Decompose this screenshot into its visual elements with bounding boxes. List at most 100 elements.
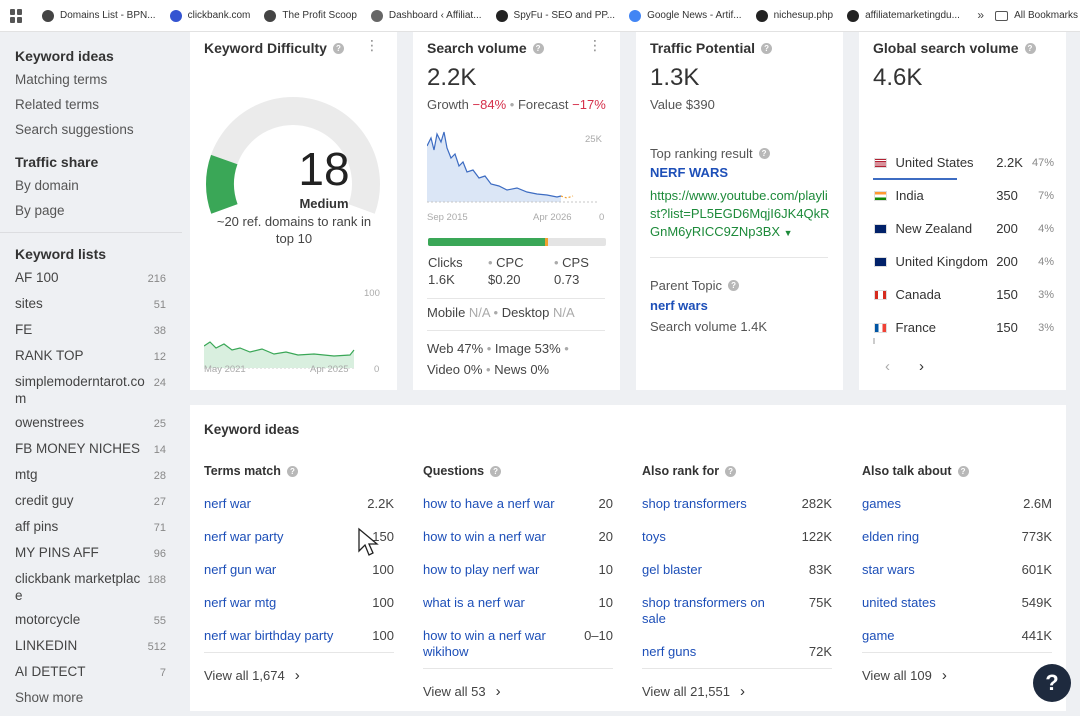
info-icon[interactable]: ? bbox=[332, 42, 344, 54]
keyword-link[interactable]: what is a nerf war bbox=[423, 595, 525, 610]
country-row[interactable]: United Kingdom 200 4% bbox=[874, 254, 1054, 269]
all-bookmarks-button[interactable]: All Bookmarks bbox=[995, 10, 1078, 21]
keyword-list-item[interactable]: sites 51 bbox=[15, 295, 182, 314]
keyword-list-name: simplemoderntarot.com bbox=[15, 374, 145, 406]
keyword-link[interactable]: shop transformers on sale bbox=[642, 595, 765, 626]
bookmark-item[interactable]: Dashboard ‹ Affiliat... bbox=[370, 9, 482, 22]
keyword-list-count: 7 bbox=[159, 667, 166, 679]
bookmark-favicon-icon bbox=[264, 9, 277, 22]
info-icon[interactable]: ? bbox=[286, 465, 298, 477]
more-options-icon[interactable]: ⋮ bbox=[588, 37, 602, 53]
sidebar-link-related-terms[interactable]: Related terms bbox=[15, 97, 100, 112]
country-volume: 150 bbox=[996, 287, 1018, 302]
country-row[interactable]: Canada 150 3% bbox=[874, 287, 1054, 302]
keyword-list-item[interactable]: mtg 28 bbox=[15, 466, 182, 485]
bookmark-item[interactable]: Google News - Artif... bbox=[629, 9, 742, 22]
keyword-list-item[interactable]: motorcycle 55 bbox=[15, 611, 182, 630]
keyword-link[interactable]: games bbox=[862, 496, 902, 511]
keyword-volume: 10 bbox=[598, 595, 613, 610]
info-icon[interactable]: ? bbox=[1024, 42, 1036, 54]
country-percent: 4% bbox=[1038, 222, 1054, 235]
apps-grid-icon[interactable] bbox=[10, 8, 24, 23]
info-icon[interactable]: ? bbox=[957, 465, 969, 477]
country-percent: 4% bbox=[1038, 255, 1054, 268]
next-arrow-icon[interactable]: › bbox=[919, 358, 924, 375]
keyword-link[interactable]: game bbox=[862, 628, 895, 643]
more-bookmarks-button[interactable]: » bbox=[977, 8, 984, 22]
keyword-row: game 441K bbox=[862, 628, 1052, 644]
keyword-link[interactable]: nerf war mtg bbox=[204, 595, 277, 610]
mouse-cursor-icon bbox=[357, 527, 379, 562]
keyword-list-item[interactable]: MY PINS AFF 96 bbox=[15, 544, 182, 563]
divider bbox=[642, 668, 832, 669]
bookmark-item[interactable]: affiliatemarketingdu... bbox=[847, 9, 960, 22]
info-icon[interactable]: ? bbox=[728, 280, 740, 291]
sidebar-link-matching-terms[interactable]: Matching terms bbox=[15, 72, 108, 87]
keyword-list-item[interactable]: clickbank marketplace 188 bbox=[15, 570, 182, 604]
view-all-link[interactable]: View all 1,674 › bbox=[204, 667, 300, 684]
keyword-link[interactable]: gel blaster bbox=[642, 562, 702, 577]
info-icon[interactable]: ? bbox=[758, 148, 770, 159]
info-icon[interactable]: ? bbox=[490, 465, 502, 477]
top-ranking-title[interactable]: NERF WARS bbox=[650, 165, 728, 180]
keyword-list-item[interactable]: LINKEDIN 512 bbox=[15, 637, 182, 656]
help-button[interactable]: ? bbox=[1033, 664, 1071, 702]
top-ranking-url[interactable]: https://www.youtube.com/playlist?list=PL… bbox=[650, 188, 830, 239]
bookmark-item[interactable]: The Profit Scoop bbox=[264, 9, 357, 22]
country-row[interactable]: India 350 7% bbox=[874, 188, 1054, 203]
bookmark-item[interactable]: clickbank.com bbox=[169, 9, 250, 22]
keyword-link[interactable]: how to win a nerf war wikihow bbox=[423, 628, 546, 659]
country-row[interactable]: New Zealand 200 4% bbox=[874, 221, 1054, 236]
bookmark-item[interactable]: SpyFu - SEO and PP... bbox=[495, 9, 615, 22]
keyword-list-item[interactable]: AF 100 216 bbox=[15, 269, 182, 288]
keyword-list-item[interactable]: FE 38 bbox=[15, 321, 182, 340]
keyword-list-item[interactable]: simplemoderntarot.com 24 bbox=[15, 373, 182, 407]
keyword-link[interactable]: nerf guns bbox=[642, 644, 697, 659]
keyword-list-count: 55 bbox=[153, 615, 166, 627]
keyword-link[interactable]: nerf war bbox=[204, 496, 251, 511]
keyword-link[interactable]: nerf gun war bbox=[204, 562, 277, 577]
keyword-link[interactable]: shop transformers bbox=[642, 496, 747, 511]
view-all-link[interactable]: View all 53 › bbox=[423, 683, 501, 700]
sidebar-link-search-suggestions[interactable]: Search suggestions bbox=[15, 122, 134, 137]
prev-arrow-icon[interactable]: ‹ bbox=[885, 358, 890, 375]
view-all-link[interactable]: View all 21,551 › bbox=[642, 683, 745, 700]
sidebar-link-by-domain[interactable]: By domain bbox=[15, 178, 79, 193]
global-search-volume-card: Global search volume ? 4.6K ‹ › United S… bbox=[859, 32, 1066, 390]
bookmark-item[interactable]: Domains List - BPN... bbox=[42, 9, 156, 22]
view-all-link[interactable]: View all 109 › bbox=[862, 667, 947, 684]
keyword-row: how to have a nerf war 20 bbox=[423, 496, 613, 512]
divider bbox=[650, 257, 828, 258]
parent-topic-link[interactable]: nerf wars bbox=[650, 298, 708, 313]
keyword-link[interactable]: how to have a nerf war bbox=[423, 496, 555, 511]
keyword-list-count: 96 bbox=[153, 548, 166, 560]
keyword-link[interactable]: toys bbox=[642, 529, 666, 544]
country-row[interactable]: France 150 3% bbox=[874, 320, 1054, 335]
keyword-list-item[interactable]: credit guy 27 bbox=[15, 492, 182, 511]
keyword-link[interactable]: united states bbox=[862, 595, 936, 610]
keyword-volume: 150 bbox=[372, 529, 394, 544]
info-icon[interactable]: ? bbox=[725, 465, 737, 477]
keyword-link[interactable]: nerf war birthday party bbox=[204, 628, 334, 643]
keyword-link[interactable]: how to win a nerf war bbox=[423, 529, 546, 544]
keyword-list-item[interactable]: AI DETECT 7 bbox=[15, 663, 182, 682]
bookmark-item[interactable]: nichesup.php bbox=[755, 9, 833, 22]
keyword-list-item[interactable]: aff pins 71 bbox=[15, 518, 182, 537]
country-row[interactable]: United States 2.2K 47% bbox=[874, 155, 1054, 170]
info-icon[interactable]: ? bbox=[761, 42, 773, 54]
show-more-link[interactable]: Show more bbox=[15, 690, 84, 705]
keyword-link[interactable]: how to play nerf war bbox=[423, 562, 540, 577]
keyword-list-item[interactable]: RANK TOP 12 bbox=[15, 347, 182, 366]
country-percent: 3% bbox=[1038, 321, 1054, 334]
keyword-list-count: 51 bbox=[153, 299, 166, 311]
sidebar-link-by-page[interactable]: By page bbox=[15, 203, 65, 218]
keyword-link[interactable]: star wars bbox=[862, 562, 915, 577]
keyword-list-item[interactable]: owenstrees 25 bbox=[15, 414, 182, 433]
keyword-link[interactable]: nerf war party bbox=[204, 529, 284, 544]
keyword-link[interactable]: elden ring bbox=[862, 529, 920, 544]
info-icon[interactable]: ? bbox=[532, 42, 544, 54]
keyword-volume: 773K bbox=[1021, 529, 1052, 544]
keyword-volume: 10 bbox=[598, 562, 613, 577]
keyword-list-item[interactable]: FB MONEY NICHES 14 bbox=[15, 440, 182, 459]
keyword-volume: 100 bbox=[372, 628, 394, 643]
